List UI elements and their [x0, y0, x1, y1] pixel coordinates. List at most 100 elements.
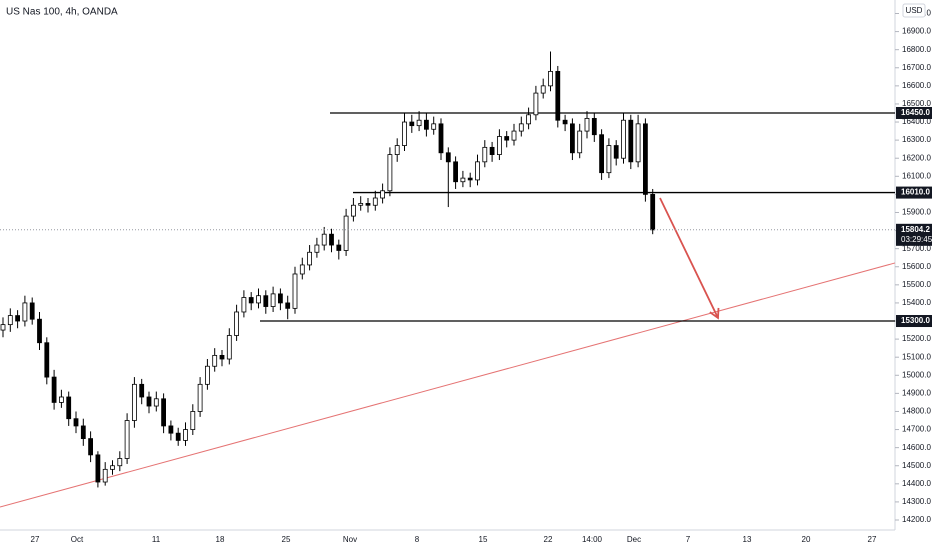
candle-body: [59, 396, 64, 403]
level-tag: [896, 315, 932, 328]
candle-body: [15, 315, 21, 322]
x-tick-label: Dec: [627, 535, 641, 544]
y-tick-label: 16700.0: [902, 63, 931, 72]
candle-body: [453, 161, 459, 183]
x-tick-label: Oct: [71, 535, 84, 544]
candle-body: [562, 119, 568, 125]
arrow-shaft: [659, 197, 719, 319]
candle-body: [270, 293, 276, 307]
candle-body: [124, 420, 130, 459]
candle-body: [226, 335, 232, 360]
candle-body: [37, 318, 42, 344]
candle-body: [292, 273, 298, 309]
candle-body: [168, 425, 174, 434]
candle-body: [197, 383, 203, 412]
candle-body: [431, 123, 437, 130]
candle-body: [277, 293, 283, 304]
x-tick-label: 18: [216, 535, 225, 544]
y-tick-label: 16100.0: [902, 171, 931, 180]
candle-body: [314, 244, 320, 253]
candle-body: [533, 92, 539, 116]
countdown-label: 03:29:45: [901, 235, 932, 244]
level-tag: [896, 186, 932, 199]
candle-body: [460, 177, 466, 183]
level-label: 16450.0: [901, 108, 930, 117]
candle-body: [650, 193, 656, 231]
plot: 14200.0 14300.0 14400.0 14500.0 14600.0 14700…: [0, 9, 932, 544]
x-tick-label: 8: [415, 535, 420, 544]
candle-body: [336, 244, 342, 251]
candle-body: [110, 465, 115, 470]
level-label: 16010.0: [901, 188, 930, 197]
candle-body: [241, 297, 247, 313]
candle-body: [190, 411, 196, 430]
candle-body: [183, 429, 188, 441]
candle-body: [482, 146, 488, 163]
candle-body: [372, 197, 378, 206]
y-tick-label: 15700.0: [902, 244, 931, 253]
candle-body: [153, 398, 159, 407]
candle-body: [584, 118, 590, 132]
x-tick-label: Nov: [343, 535, 357, 544]
x-tick-label: 13: [743, 535, 752, 544]
candle-body: [445, 152, 451, 163]
candle-body: [146, 396, 152, 407]
candle-body: [475, 161, 480, 181]
candle-body: [307, 251, 313, 266]
x-tick-label: 11: [152, 535, 161, 544]
y-tick-label: 16600.0: [902, 81, 931, 90]
currency-button[interactable]: [902, 3, 926, 18]
y-tick-label: 16900.0: [902, 27, 931, 36]
y-tick-label: 16400.0: [902, 117, 931, 126]
candle-body: [343, 215, 349, 251]
candle-body: [80, 425, 86, 439]
y-tick-label: 16300.0: [902, 135, 931, 144]
y-tick-label: 14500.0: [902, 461, 931, 470]
candle-body: [540, 85, 546, 94]
y-tick-label: 15500.0: [902, 280, 931, 289]
candle-body: [511, 130, 517, 141]
candle-body: [234, 311, 240, 336]
candle-body: [131, 383, 137, 421]
y-tick-label: 15400.0: [902, 298, 931, 307]
candle-body: [139, 383, 145, 398]
y-tick-label: 14700.0: [902, 425, 931, 434]
y-tick-label: 14200.0: [902, 515, 931, 524]
candle-body: [621, 119, 626, 159]
arrow-head: [709, 307, 720, 320]
candle-body: [438, 123, 444, 154]
candle-body: [329, 233, 334, 246]
x-tick-label: 14:00: [582, 535, 603, 544]
candle-body: [409, 121, 415, 127]
currency-label[interactable]: USD: [906, 6, 923, 15]
candle-body: [88, 438, 93, 456]
candle-body: [423, 119, 429, 130]
candle-body: [73, 418, 79, 427]
candle-body: [175, 432, 181, 441]
candle-body: [350, 204, 356, 217]
candle-body: [628, 119, 634, 163]
candle-body: [321, 233, 327, 246]
candle-body: [44, 342, 50, 378]
candle-body: [299, 264, 305, 275]
candle-body: [95, 454, 101, 483]
candle-body: [613, 145, 619, 159]
last-price-tag: [896, 223, 932, 246]
y-tick-label: 15900.0: [902, 208, 931, 217]
candle-body: [635, 123, 641, 163]
x-tick-label: 27: [31, 535, 40, 544]
candle-body: [29, 302, 35, 320]
x-tick-label: 20: [802, 535, 811, 544]
y-tick-label: 15000.0: [902, 370, 931, 379]
candle-body: [256, 295, 261, 304]
y-tick-label: 14300.0: [902, 497, 931, 506]
candle-body: [117, 458, 123, 467]
candle-body: [66, 396, 72, 420]
x-tick-label: 22: [544, 535, 553, 544]
y-tick-label: 16200.0: [902, 153, 931, 162]
y-tick-label: 14900.0: [902, 388, 931, 397]
candle-body: [285, 302, 291, 309]
candle-body: [591, 118, 597, 136]
candle-body: [504, 136, 510, 141]
